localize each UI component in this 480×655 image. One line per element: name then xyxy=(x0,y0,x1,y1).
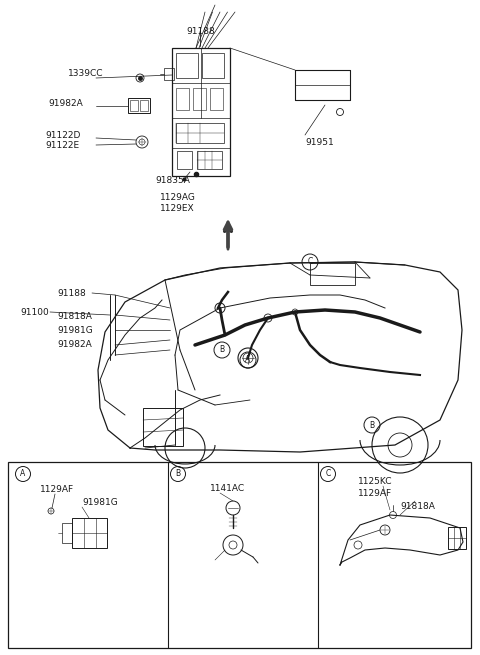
Text: 91835A: 91835A xyxy=(155,176,190,185)
Text: C: C xyxy=(325,470,331,479)
Bar xyxy=(62,523,72,543)
Text: 91982A: 91982A xyxy=(48,99,83,108)
Text: 91981G: 91981G xyxy=(82,498,118,507)
Text: A: A xyxy=(20,470,25,479)
Bar xyxy=(176,123,224,143)
Text: 1339CC: 1339CC xyxy=(68,69,104,78)
Text: 91818A: 91818A xyxy=(400,502,435,511)
Text: 1129AG: 1129AG xyxy=(160,193,196,202)
Text: 91122D: 91122D xyxy=(45,131,80,140)
Text: 1125KC: 1125KC xyxy=(358,477,393,486)
Bar xyxy=(202,53,224,78)
Bar xyxy=(310,263,355,285)
Bar xyxy=(72,518,107,548)
Text: 91122E: 91122E xyxy=(45,141,79,150)
Text: 91100: 91100 xyxy=(20,308,49,317)
Bar xyxy=(210,88,223,110)
Bar xyxy=(143,408,183,446)
Bar xyxy=(130,100,138,111)
Bar xyxy=(193,88,206,110)
Bar xyxy=(8,462,471,648)
Bar xyxy=(177,151,192,169)
Text: A: A xyxy=(245,356,251,364)
Text: 91818A: 91818A xyxy=(57,312,92,321)
Bar xyxy=(176,88,189,110)
Text: 1129EX: 1129EX xyxy=(160,204,194,213)
Text: B: B xyxy=(370,421,374,430)
Text: 1141AC: 1141AC xyxy=(210,484,245,493)
Bar xyxy=(176,53,198,78)
Bar xyxy=(197,151,222,169)
Bar xyxy=(164,68,174,80)
Bar xyxy=(172,48,230,176)
Text: 91188: 91188 xyxy=(186,27,215,36)
Text: C: C xyxy=(307,257,312,267)
Text: 91188: 91188 xyxy=(57,289,86,298)
Text: B: B xyxy=(219,345,225,354)
Bar xyxy=(140,100,148,111)
Bar xyxy=(448,527,466,549)
Text: 91951: 91951 xyxy=(305,138,334,147)
Text: 91982A: 91982A xyxy=(57,340,92,349)
Text: 1129AF: 1129AF xyxy=(40,485,74,494)
Bar xyxy=(128,98,150,113)
Text: 91981G: 91981G xyxy=(57,326,93,335)
Text: B: B xyxy=(175,470,180,479)
Text: 1129AF: 1129AF xyxy=(358,489,392,498)
